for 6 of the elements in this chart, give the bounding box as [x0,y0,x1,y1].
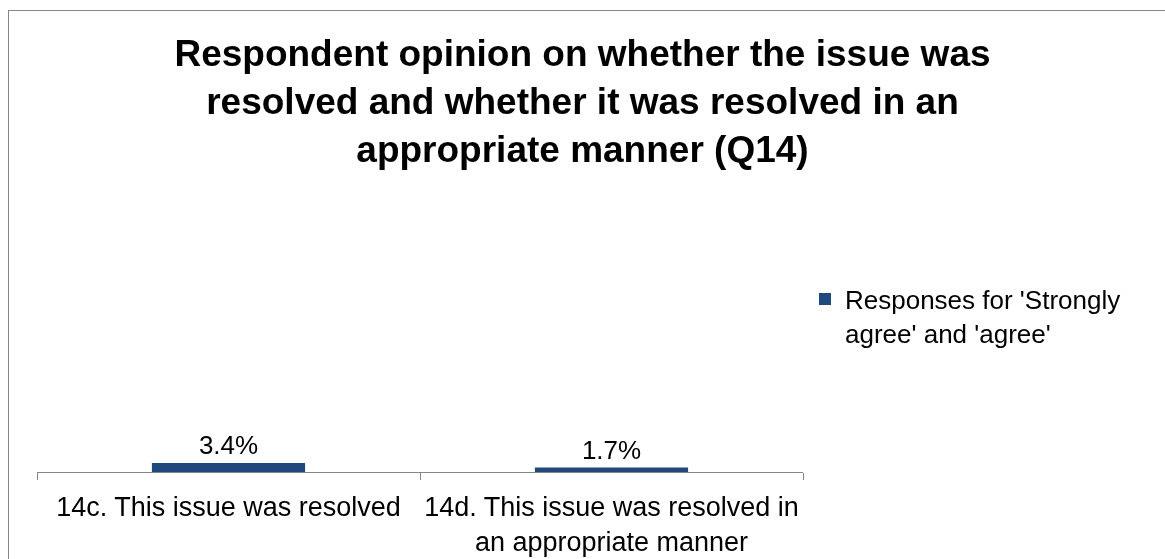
data-label: 3.4% [198,430,259,460]
chart-title: Respondent opinion on whether the issue was resolved and whether it was resolved in an appropriate manner (Q14) [174,33,991,171]
legend-label: Responses for 'Strongly agree' and 'agree' [845,285,1121,349]
data-label: 1.7% [581,434,642,465]
x-tick-label: 14d. This issue was resolved in an appropriate manner [424,491,799,557]
x-tick-label: 14c. This issue was resolved [56,491,401,522]
